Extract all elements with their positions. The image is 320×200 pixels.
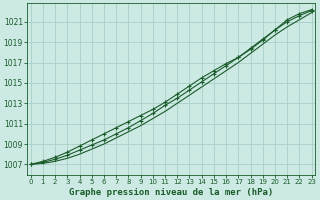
- X-axis label: Graphe pression niveau de la mer (hPa): Graphe pression niveau de la mer (hPa): [69, 188, 273, 197]
